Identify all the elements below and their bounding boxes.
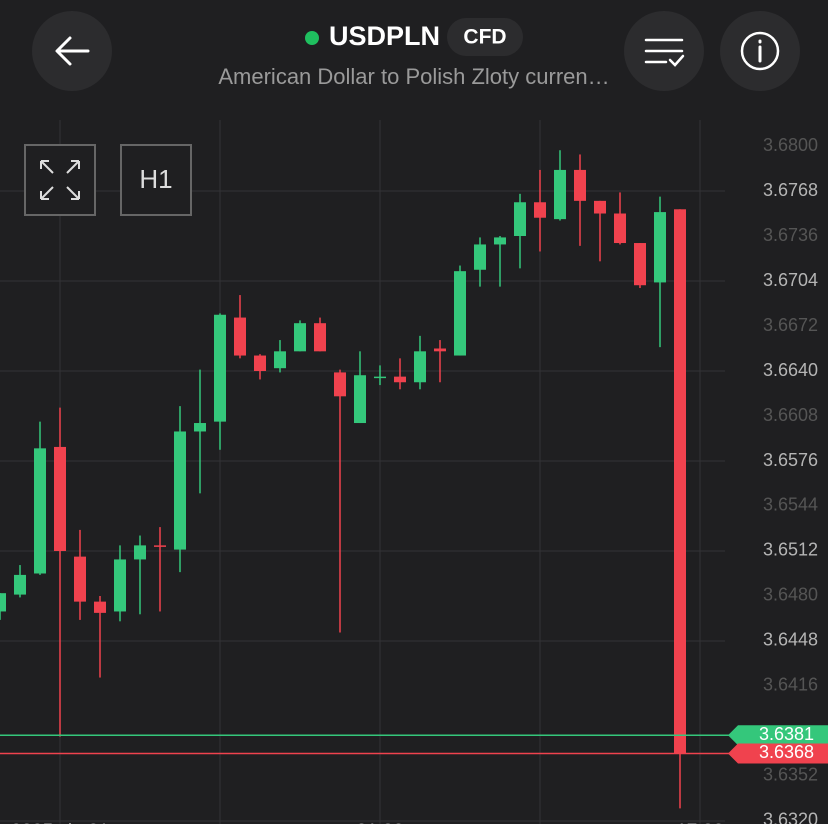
info-ring: [740, 31, 780, 71]
y-tick-label: 3.6768: [763, 180, 818, 200]
subtitle: American Dollar to Polish Zloty curren…: [218, 64, 609, 89]
candle-body: [594, 200, 606, 214]
x-tick-label: 01:00: [356, 821, 404, 824]
candle-body: [214, 314, 226, 422]
candle-body: [154, 545, 166, 547]
candle-body: [354, 375, 366, 424]
candle-body: [454, 271, 466, 356]
y-tick-label: 3.6448: [763, 630, 818, 650]
badge-bg: [447, 18, 523, 56]
candle-body: [514, 202, 526, 237]
status-dot: [305, 31, 319, 45]
timeframe-button[interactable]: H1: [120, 144, 192, 216]
y-tick-label: 3.6672: [763, 315, 818, 335]
y-tick-label: 3.6320: [763, 810, 818, 824]
symbol: USDPLN: [329, 21, 440, 51]
candle-body: [534, 202, 546, 218]
expand-button[interactable]: [24, 144, 96, 216]
y-tick-label: 3.6608: [763, 405, 818, 425]
y-tick-label: 3.6800: [763, 135, 818, 155]
candle-body: [274, 351, 286, 369]
badge: CFD: [463, 26, 506, 49]
candle-body: [294, 323, 306, 352]
candle-body: [14, 574, 26, 595]
y-tick-label: 3.6736: [763, 225, 818, 245]
candle-body: [174, 431, 186, 550]
candle-body: [574, 169, 586, 201]
candle-body: [234, 317, 246, 356]
candle-body: [614, 213, 626, 244]
candle-body: [434, 348, 446, 352]
candle-body: [54, 446, 66, 551]
y-tick-label: 3.6352: [763, 765, 818, 785]
candle-body: [654, 212, 666, 283]
candle-body: [0, 593, 6, 612]
candle-body: [374, 376, 386, 379]
candle-body: [494, 237, 506, 245]
info-button[interactable]: [720, 11, 800, 91]
y-tick-label: 3.6576: [763, 450, 818, 470]
candle-body: [114, 559, 126, 612]
list-button[interactable]: [624, 11, 704, 91]
y-tick-label: 3.6544: [763, 495, 818, 515]
candle-body: [74, 556, 86, 602]
candle-body: [254, 355, 266, 372]
candle-body: [634, 243, 646, 286]
candle-body: [194, 423, 206, 432]
button-frame: [24, 144, 96, 216]
candle-body: [474, 244, 486, 270]
expand-icon: [40, 160, 80, 200]
back-button[interactable]: [32, 11, 112, 91]
candle-body: [414, 351, 426, 383]
x-tick-label: 17:00: [676, 821, 724, 824]
y-tick-label: 3.6512: [763, 540, 818, 560]
candle-body: [34, 448, 46, 574]
candle-body: [94, 601, 106, 613]
button-frame: [120, 144, 192, 216]
candle-body: [314, 323, 326, 352]
candle-body: [134, 545, 146, 560]
y-tick-label: 3.6704: [763, 270, 818, 290]
list-icon: [644, 38, 685, 67]
x-tick-label: 2025 sie 21: [11, 821, 109, 824]
timeframe: H1: [139, 164, 172, 194]
y-tick-label: 3.6480: [763, 585, 818, 605]
candle-body: [334, 372, 346, 397]
price-tag: 3.6381: [759, 724, 814, 744]
candle-body: [394, 376, 406, 383]
price-tag-bg: [728, 725, 828, 746]
candle-body: [674, 209, 686, 754]
price-tag: 3.6368: [759, 742, 814, 762]
y-tick-label: 3.6640: [763, 360, 818, 380]
back-arrow: [55, 36, 90, 66]
price-tag-bg: [728, 743, 828, 764]
y-tick-label: 3.6416: [763, 675, 818, 695]
plot: 2025 sie 2117:0001:0009:0017:003.68003.6…: [0, 120, 828, 824]
candle-body: [554, 169, 566, 220]
